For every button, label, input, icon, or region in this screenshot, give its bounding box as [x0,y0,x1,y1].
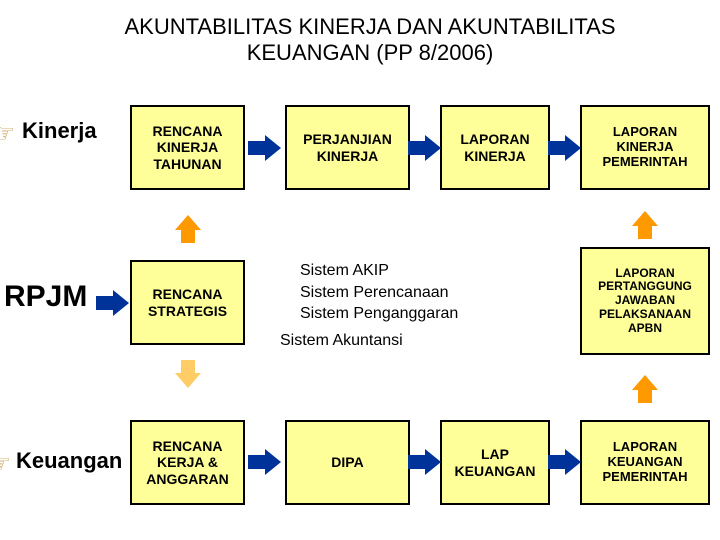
rowlabel-kinerja: Kinerja [22,118,97,144]
box-laporan-kinerja: LAPORAN KINERJA [440,105,550,190]
box-label: RENCANA KINERJA TAHUNAN [136,123,239,171]
box-label: RENCANA KERJA & ANGGARAN [136,438,239,486]
box-label: DIPA [331,454,363,470]
box-label: RENCANA STRATEGIS [136,286,239,318]
arrow-up-icon [175,215,201,245]
page-title: AKUNTABILITAS KINERJA DAN AKUNTABILITAS … [70,14,670,67]
box-label: LAP KEUANGAN [446,446,544,478]
box-rencana-kinerja-tahunan: RENCANA KINERJA TAHUNAN [130,105,245,190]
box-label: PERJANJIAN KINERJA [291,131,404,163]
hand-icon: ☞ [0,448,11,479]
rowlabel-keuangan: Keuangan [16,448,122,474]
box-lap-keuangan: LAP KEUANGAN [440,420,550,505]
arrow-up-icon [632,211,658,241]
box-perjanjian-kinerja: PERJANJIAN KINERJA [285,105,410,190]
box-label: LAPORAN KINERJA PEMERINTAH [586,125,704,170]
box-label: LAPORAN KEUANGAN PEMERINTAH [586,440,704,485]
center-systems-text: Sistem AKIP Sistem Perencanaan Sistem Pe… [300,260,458,325]
center-line: Sistem Akuntansi [280,330,403,352]
box-laporan-keuangan-pemerintah: LAPORAN KEUANGAN PEMERINTAH [580,420,710,505]
center-line: Sistem AKIP [300,260,458,282]
center-line: Sistem Penganggaran [300,303,458,325]
center-systems-text-2: Sistem Akuntansi [280,330,403,352]
center-line: Sistem Perencanaan [300,282,458,304]
rowlabel-rpjm: RPJM [4,280,87,314]
box-label: LAPORAN PERTANGGUNG JAWABAN PELAKSANAAN … [586,267,704,336]
arrow-up-icon [632,375,658,405]
box-laporan-kinerja-pemerintah: LAPORAN KINERJA PEMERINTAH [580,105,710,190]
box-laporan-pertanggungjawaban: LAPORAN PERTANGGUNG JAWABAN PELAKSANAAN … [580,247,710,355]
box-rencana-kerja-anggaran: RENCANA KERJA & ANGGARAN [130,420,245,505]
hand-icon: ☞ [0,118,15,149]
arrow-down-icon [175,360,201,390]
box-rencana-strategis: RENCANA STRATEGIS [130,260,245,345]
box-label: LAPORAN KINERJA [446,131,544,163]
box-dipa: DIPA [285,420,410,505]
